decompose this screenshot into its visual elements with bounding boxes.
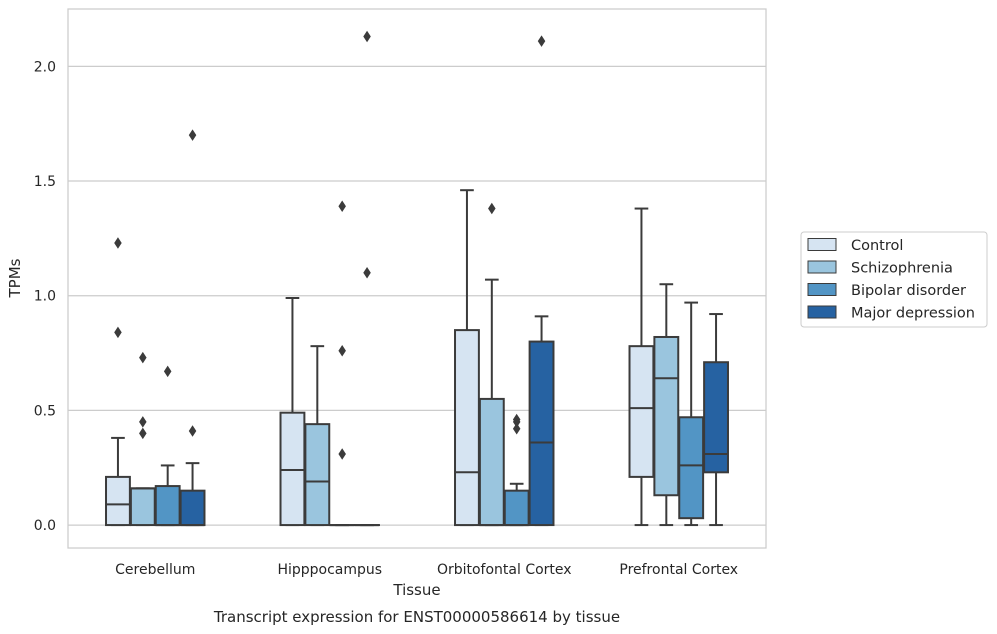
box	[279, 411, 306, 527]
legend-swatch	[807, 260, 837, 274]
box-group	[279, 296, 306, 527]
box-group	[304, 345, 331, 527]
x-tick-label: Hipppocampus	[277, 562, 382, 578]
legend-label: Control	[851, 238, 903, 254]
outlier-point	[139, 416, 147, 428]
outlier-point	[537, 35, 546, 47]
legend-swatch	[807, 305, 837, 319]
outlier-point	[163, 365, 172, 378]
y-tick-label: 0.5	[34, 403, 56, 419]
y-tick-label: 1.5	[34, 174, 56, 190]
legend-swatch	[807, 283, 837, 296]
y-tick-label: 0.0	[34, 518, 56, 534]
outlier-point	[363, 30, 371, 43]
y-axis-title: TPMs	[6, 258, 24, 298]
legend-frame	[800, 231, 988, 328]
outlier-point	[114, 326, 122, 339]
chart-caption: Transcript expression for ENST0000058661…	[213, 608, 620, 626]
box-group	[678, 301, 705, 527]
box	[703, 361, 729, 474]
x-tick-labels: Cerebellum Hipppocampus Orbitofontal Corte…	[115, 562, 738, 578]
box-group	[528, 35, 555, 527]
outlier-point	[139, 351, 147, 364]
box-group	[503, 413, 530, 527]
box	[129, 487, 156, 527]
outlier-point	[338, 448, 346, 460]
y-tick-labels: 0.0 0.5 1.0 1.5 2.0	[34, 59, 56, 534]
box-group	[129, 351, 156, 527]
box-group	[478, 202, 505, 527]
box	[304, 423, 331, 527]
x-tick-label: Cerebellum	[115, 562, 195, 578]
boxes	[105, 30, 729, 527]
x-axis-title: Tissue	[392, 581, 440, 599]
box-group	[329, 200, 356, 527]
legend-swatch	[807, 238, 837, 251]
y-tick-label: 2.0	[34, 59, 56, 75]
legend-label: Major depression	[851, 306, 975, 322]
box	[179, 489, 206, 527]
legend-label: Schizophrenia	[851, 261, 953, 277]
box-group	[454, 189, 480, 527]
box	[528, 340, 555, 527]
box-group	[628, 207, 655, 527]
y-tick-label: 1.0	[34, 289, 56, 305]
legend: Control Schizophrenia Bipolar disorder Majo…	[800, 231, 988, 328]
box-group	[703, 313, 729, 527]
plot-frame	[67, 8, 767, 549]
box	[653, 335, 680, 497]
outlier-point	[338, 200, 346, 212]
outlier-point	[512, 413, 521, 426]
box-group	[179, 129, 206, 527]
box	[454, 329, 480, 527]
outlier-point	[188, 425, 197, 437]
outlier-point	[363, 267, 371, 279]
outlier-point	[114, 237, 122, 249]
box	[503, 489, 530, 527]
x-tick-label: Prefrontal Cortex	[619, 562, 738, 578]
outlier-point	[188, 129, 197, 141]
box	[478, 397, 505, 527]
box-group	[154, 365, 181, 527]
box-group	[354, 30, 380, 527]
x-tick-label: Orbitofontal Cortex	[437, 562, 572, 578]
box	[628, 345, 655, 478]
outlier-point	[488, 202, 496, 215]
box	[154, 485, 181, 527]
legend-label: Bipolar disorder	[851, 283, 966, 299]
outlier-point	[338, 345, 346, 357]
box-group	[105, 237, 131, 527]
outlier-point	[139, 427, 147, 440]
box	[105, 475, 131, 527]
box-group	[653, 283, 680, 527]
outlier-point	[512, 422, 521, 435]
box	[678, 416, 705, 520]
